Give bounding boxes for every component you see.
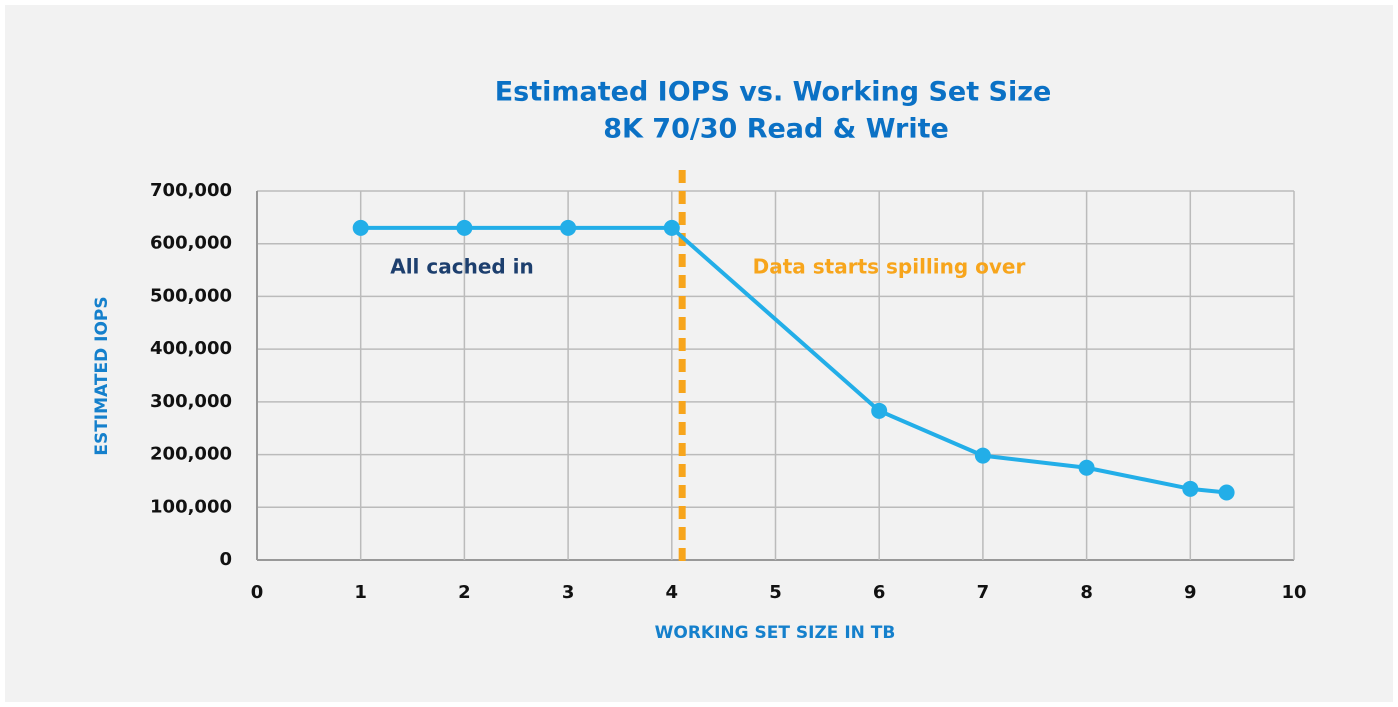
x-tick-label: 9 [1184, 582, 1197, 603]
y-tick-label: 300,000 [150, 391, 232, 412]
y-tick-label: 400,000 [150, 338, 232, 359]
data-point [1218, 484, 1235, 501]
x-tick-label: 0 [251, 582, 264, 603]
data-point [663, 219, 680, 236]
x-tick-label: 7 [977, 582, 990, 603]
x-tick-label: 4 [666, 582, 679, 603]
data-point [974, 447, 991, 464]
x-tick-label: 6 [873, 582, 886, 603]
x-tick-label: 1 [354, 582, 367, 603]
y-tick-label: 100,000 [150, 496, 232, 517]
y-tick-label: 600,000 [150, 233, 232, 254]
data-point [456, 219, 473, 236]
x-tick-label: 5 [769, 582, 782, 603]
x-axis-label: WORKING SET SIZE IN TB [655, 623, 896, 643]
data-point [560, 219, 577, 236]
data-point [871, 402, 888, 419]
x-tick-label: 3 [562, 582, 575, 603]
annotation: Data starts spilling over [753, 255, 1026, 279]
background [5, 5, 1393, 702]
annotation: All cached in [390, 255, 534, 279]
y-tick-label: 500,000 [150, 285, 232, 306]
x-tick-label: 10 [1281, 582, 1306, 603]
y-tick-label: 0 [219, 549, 232, 570]
y-tick-label: 700,000 [150, 180, 232, 201]
data-point [352, 219, 369, 236]
x-tick-label: 8 [1080, 582, 1093, 603]
y-axis-label: ESTIMATED IOPS [92, 296, 112, 455]
chart-subtitle: 8K 70/30 Read & Write [603, 114, 949, 145]
chart-title: Estimated IOPS vs. Working Set Size [495, 77, 1052, 108]
x-tick-label: 2 [458, 582, 471, 603]
data-point [1078, 459, 1095, 476]
data-point [1182, 480, 1199, 497]
y-tick-label: 200,000 [150, 444, 232, 465]
